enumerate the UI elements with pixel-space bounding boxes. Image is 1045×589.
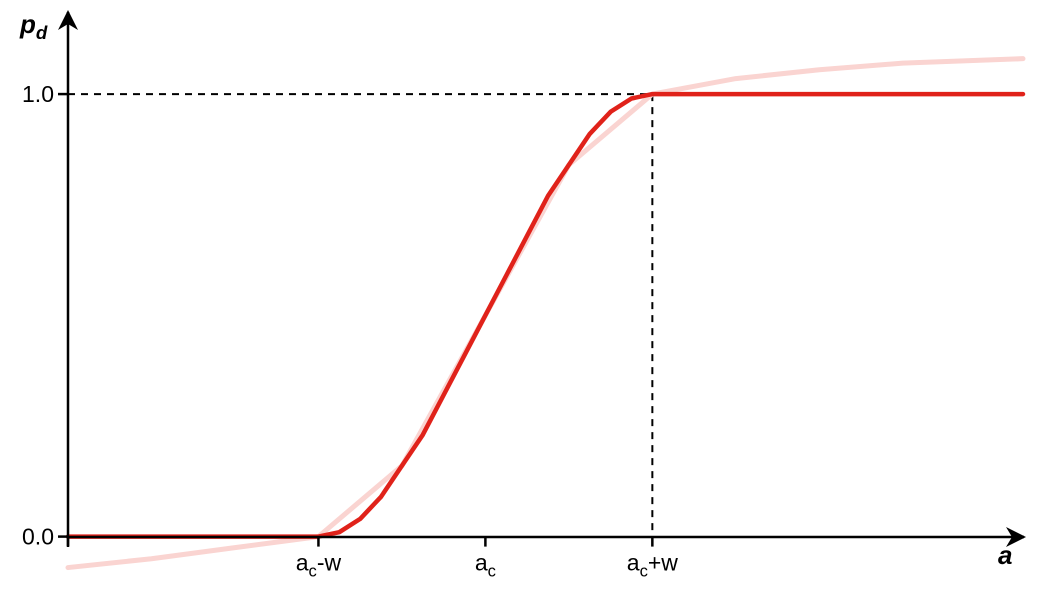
x-axis-title: a xyxy=(998,540,1012,570)
y-axis-title: pd xyxy=(19,9,48,43)
x-tick-label: ac-w xyxy=(296,550,342,581)
y-tick-label: 1.0 xyxy=(22,81,54,107)
x-tick-label: ac xyxy=(475,550,496,581)
x-tick-label: ac+w xyxy=(627,550,679,581)
ticks: 0.0 1.0 ac-w ac ac+w xyxy=(22,81,678,581)
series-line xyxy=(65,56,1026,571)
series-line xyxy=(65,91,1026,539)
plot-area xyxy=(65,56,1028,571)
y-tick-label: 0.0 xyxy=(22,524,54,550)
